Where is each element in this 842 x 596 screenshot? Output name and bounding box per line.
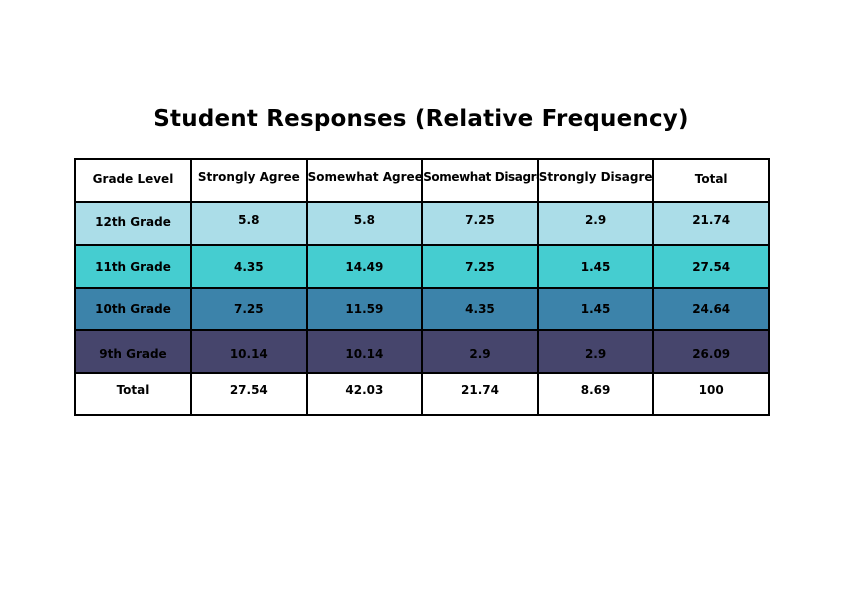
row-label-cell: 9th Grade — [74, 329, 192, 374]
value-cell: 42.03 — [305, 372, 424, 416]
relative-frequency-table: Grade Level Strongly Agree Somewhat Agre… — [74, 158, 770, 416]
value-text: 27.54 — [229, 383, 268, 397]
row-label-cell: 10th Grade — [74, 287, 192, 331]
value-text: 26.09 — [692, 346, 731, 361]
value-text: 21.74 — [692, 212, 731, 227]
table-row: 12th Grade 5.8 5.8 7.25 2.9 21.74 — [74, 201, 770, 246]
value-cell: 10.14 — [305, 329, 424, 374]
value-cell: 10.14 — [190, 329, 308, 374]
value-cell: 27.54 — [652, 244, 770, 289]
header-total-text: Total — [694, 171, 728, 186]
row-label: 12th Grade — [95, 214, 171, 229]
value-cell: 7.25 — [190, 287, 308, 331]
value-cell: 1.45 — [536, 287, 655, 331]
row-label: Total — [116, 383, 150, 397]
header-cell-strongly-agree: Strongly Agree — [190, 158, 308, 203]
header-cell-somewhat-agree: Somewhat Agree — [305, 158, 424, 203]
value-text: 42.03 — [345, 383, 384, 397]
value-cell: 2.9 — [536, 201, 655, 246]
value-cell: 21.74 — [652, 201, 770, 246]
chart-title: Student Responses (Relative Frequency) — [153, 106, 689, 132]
table-row: 11th Grade 4.35 14.49 7.25 1.45 27.54 — [74, 244, 770, 289]
value-cell: 26.09 — [652, 329, 770, 374]
value-text: 5.8 — [238, 212, 260, 227]
row-label: 11th Grade — [95, 259, 171, 274]
value-text: 11.59 — [345, 302, 384, 316]
value-text: 10.14 — [229, 346, 268, 361]
header-grade-level-text: Grade Level — [92, 171, 174, 186]
value-cell: 7.25 — [421, 201, 539, 246]
value-cell: 5.8 — [190, 201, 308, 246]
row-label: 10th Grade — [95, 302, 171, 316]
value-text: 2.9 — [469, 346, 491, 361]
value-text: 1.45 — [580, 259, 611, 274]
value-cell: 7.25 — [421, 244, 539, 289]
value-text: 8.69 — [580, 383, 611, 397]
value-cell: 4.35 — [190, 244, 308, 289]
header-strongly-agree-text: Strongly Agree — [197, 169, 300, 184]
header-cell-somewhat-disagree: Somewhat Disagree — [421, 158, 539, 203]
header-cell-strongly-disagree: Strongly Disagree — [536, 158, 655, 203]
value-text: 2.9 — [584, 212, 607, 227]
header-row: Grade Level Strongly Agree Somewhat Agre… — [74, 158, 770, 203]
row-label-cell: Total — [74, 372, 192, 416]
value-cell: 21.74 — [421, 372, 539, 416]
value-cell: 27.54 — [190, 372, 308, 416]
value-text: 24.64 — [692, 302, 731, 316]
value-text: 7.25 — [465, 259, 495, 274]
header-somewhat-disagree-text: Somewhat Disagree — [423, 169, 537, 184]
row-label: 9th Grade — [99, 346, 167, 361]
value-cell: 11.59 — [305, 287, 424, 331]
value-text: 21.74 — [461, 383, 499, 397]
header-strongly-disagree-text: Strongly Disagree — [538, 169, 654, 184]
value-text: 7.25 — [233, 302, 264, 316]
value-text: 14.49 — [345, 259, 384, 274]
header-cell-grade-level: Grade Level — [74, 158, 192, 203]
table-row: 9th Grade 10.14 10.14 2.9 2.9 26.09 — [74, 329, 770, 374]
value-cell: 1.45 — [536, 244, 655, 289]
value-cell: 14.49 — [305, 244, 424, 289]
value-text: 1.45 — [580, 302, 611, 316]
value-text: 5.8 — [353, 212, 376, 227]
value-cell: 4.35 — [421, 287, 539, 331]
row-label-cell: 12th Grade — [74, 201, 192, 246]
table-row: Total 27.54 42.03 21.74 8.69 100 — [74, 372, 770, 416]
table-row: 10th Grade 7.25 11.59 4.35 1.45 24.64 — [74, 287, 770, 331]
value-cell: 5.8 — [305, 201, 424, 246]
value-text: 4.35 — [465, 302, 495, 316]
value-text: 2.9 — [584, 346, 607, 361]
value-text: 7.25 — [465, 212, 495, 227]
value-text: 4.35 — [233, 259, 264, 274]
row-label-cell: 11th Grade — [74, 244, 192, 289]
header-cell-total: Total — [652, 158, 770, 203]
value-cell: 2.9 — [536, 329, 655, 374]
value-cell: 2.9 — [421, 329, 539, 374]
value-cell: 24.64 — [652, 287, 770, 331]
value-text: 100 — [698, 383, 724, 397]
header-somewhat-agree-text: Somewhat Agree — [307, 169, 423, 184]
value-cell: 100 — [652, 372, 770, 416]
value-text: 27.54 — [692, 259, 731, 274]
value-cell: 8.69 — [536, 372, 655, 416]
value-text: 10.14 — [345, 346, 384, 361]
